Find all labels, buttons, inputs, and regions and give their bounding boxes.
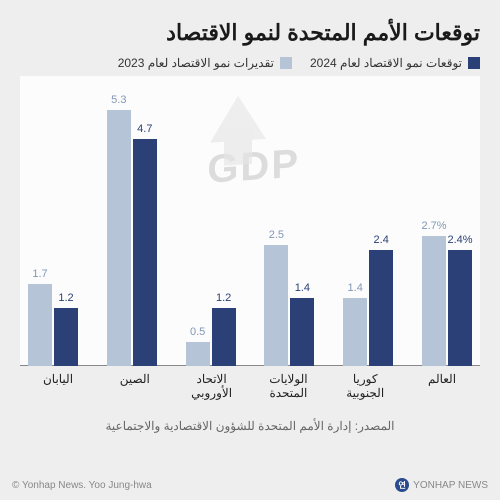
x-label: الاتحاد الأوروبي <box>182 372 242 401</box>
bar-value-2023: 0.5 <box>190 326 205 338</box>
x-label: الولايات المتحدة <box>258 372 318 401</box>
bar-2024: 2.4% <box>448 250 472 366</box>
bar-value-2023: 1.7 <box>32 268 47 280</box>
bar-2023: 1.7 <box>28 284 52 366</box>
x-label: كوريا الجنوبية <box>335 372 395 401</box>
bar-value-2024: 1.2 <box>58 292 73 304</box>
bar-group: 2.7%2.4% <box>422 110 472 366</box>
copyright: © Yonhap News. Yoo Jung-hwa <box>12 480 152 491</box>
bar-value-2024: 1.4 <box>295 282 310 294</box>
brand-icon: 연 <box>395 478 409 492</box>
bar-2024: 1.2 <box>212 308 236 366</box>
bar-2023: 2.5 <box>264 245 288 366</box>
chart-title: توقعات الأمم المتحدة لنمو الاقتصاد <box>20 20 480 46</box>
source-text: المصدر: إدارة الأمم المتحدة للشؤون الاقت… <box>20 419 480 433</box>
legend-label-2024: توقعات نمو الاقتصاد لعام 2024 <box>310 56 462 70</box>
bar-value-2023: 1.4 <box>348 282 363 294</box>
legend: توقعات نمو الاقتصاد لعام 2024 تقديرات نم… <box>20 56 480 70</box>
brand: 연 YONHAP NEWS <box>395 478 488 492</box>
bar-value-2024: 2.4% <box>447 234 472 246</box>
bar-value-2024: 4.7 <box>137 123 152 135</box>
bar-2024: 2.4 <box>369 250 393 366</box>
bar-value-2023: 5.3 <box>111 94 126 106</box>
bar-2024: 1.4 <box>290 298 314 366</box>
bar-group: 1.42.4 <box>343 110 393 366</box>
bar-groups: 2.7%2.4%1.42.42.51.40.51.25.34.71.71.2 <box>20 110 480 366</box>
bar-value-2024: 2.4 <box>374 234 389 246</box>
legend-item-2023: تقديرات نمو الاقتصاد لعام 2023 <box>118 56 292 70</box>
bar-group: 1.71.2 <box>28 110 78 366</box>
bar-value-2023: 2.7% <box>421 220 446 232</box>
bar-value-2024: 1.2 <box>216 292 231 304</box>
x-label: اليابان <box>28 372 88 401</box>
bar-group: 2.51.4 <box>264 110 314 366</box>
bar-group: 5.34.7 <box>107 110 157 366</box>
brand-label: YONHAP NEWS <box>413 480 488 491</box>
x-label: العالم <box>412 372 472 401</box>
chart-container: توقعات الأمم المتحدة لنمو الاقتصاد توقعا… <box>0 0 500 500</box>
bar-2024: 4.7 <box>133 139 157 366</box>
chart-area: GDP 2.7%2.4%1.42.42.51.40.51.25.34.71.71… <box>20 76 480 366</box>
legend-label-2023: تقديرات نمو الاقتصاد لعام 2023 <box>118 56 274 70</box>
bar-2023: 5.3 <box>107 110 131 366</box>
legend-swatch-2023 <box>280 57 292 69</box>
x-axis-labels: العالم كوريا الجنوبية الولايات المتحدة الات… <box>20 366 480 401</box>
bar-2024: 1.2 <box>54 308 78 366</box>
bar-group: 0.51.2 <box>186 110 236 366</box>
footer: © Yonhap News. Yoo Jung-hwa 연 YONHAP NEW… <box>12 478 488 492</box>
bar-value-2023: 2.5 <box>269 229 284 241</box>
bar-2023: 2.7% <box>422 236 446 367</box>
x-label: الصين <box>105 372 165 401</box>
legend-item-2024: توقعات نمو الاقتصاد لعام 2024 <box>310 56 480 70</box>
legend-swatch-2024 <box>468 57 480 69</box>
bar-2023: 1.4 <box>343 298 367 366</box>
bar-2023: 0.5 <box>186 342 210 366</box>
